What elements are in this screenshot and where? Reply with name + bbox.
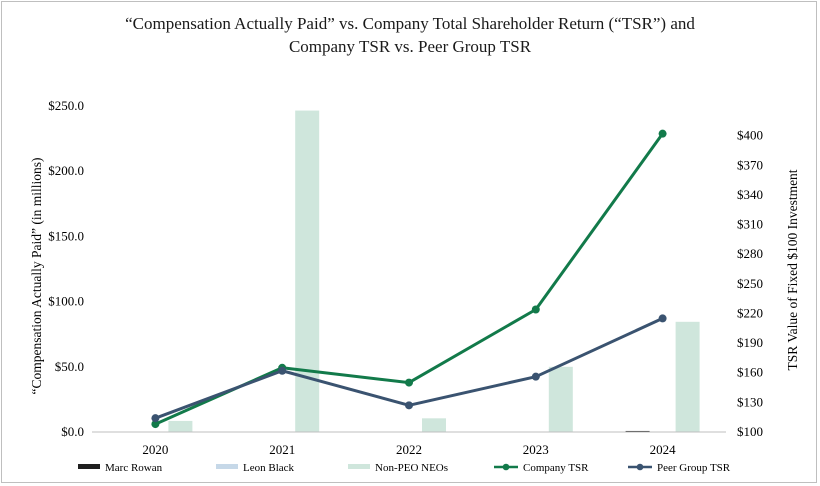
- peer-group-tsr-point: [405, 401, 413, 410]
- y-right-tick-label: $220: [737, 305, 763, 320]
- x-tick-label: 2022: [396, 442, 422, 457]
- legend-label-leon-black: Leon Black: [243, 462, 295, 474]
- y-right-tick-label: $190: [737, 335, 763, 350]
- y-left-tick-label: $200.0: [48, 163, 84, 178]
- y-right-tick-label: $100: [737, 424, 763, 439]
- y-left-tick-label: $100.0: [48, 294, 84, 309]
- peer-group-tsr-point: [658, 314, 667, 323]
- peer-group-tsr-point: [531, 372, 540, 381]
- y-left-tick-label: $250.0: [48, 98, 84, 113]
- bar-non-peo-neos: [295, 110, 320, 433]
- bar-non-peo-neos: [168, 420, 193, 432]
- chart-title-line-2: Company TSR vs. Peer Group TSR: [288, 37, 532, 56]
- bar-marc-rowan: [625, 430, 650, 432]
- legend-label-non-peo-neos: Non-PEO NEOs: [375, 462, 448, 474]
- legend-label-company-tsr: Company TSR: [523, 462, 589, 474]
- x-tick-label: 2021: [269, 442, 295, 457]
- y-axis-right-label: TSR Value of Fixed $100 Investment: [785, 169, 800, 370]
- x-tick-label: 2023: [523, 442, 549, 457]
- y-right-tick-label: $130: [737, 394, 763, 409]
- legend-marker-peer-group-tsr: [636, 463, 644, 471]
- y-right-tick-label: $340: [737, 187, 763, 202]
- y-right-tick-label: $310: [737, 217, 763, 232]
- peer-group-tsr-point: [278, 366, 287, 375]
- company-tsr-point: [151, 420, 160, 429]
- y-right-tick-label: $370: [737, 157, 763, 172]
- y-left-tick-label: $0.0: [61, 424, 84, 439]
- legend-label-peer-group-tsr: Peer Group TSR: [657, 462, 731, 474]
- tick-labels: $0.0 $50.0 $100.0 $150.0 $200.0 $250.0 $100 $13…: [48, 98, 763, 457]
- y-right-tick-label: $250: [737, 276, 763, 291]
- legend-label-marc-rowan: Marc Rowan: [105, 462, 163, 474]
- legend-marker-company-tsr: [502, 463, 510, 471]
- peer-group-tsr-point: [151, 414, 160, 423]
- bar-non-peo-neos: [675, 321, 700, 432]
- y-right-tick-label: $160: [737, 365, 763, 380]
- y-left-tick-label: $150.0: [48, 228, 84, 243]
- y-left-tick-label: $50.0: [55, 359, 84, 374]
- bar-non-peo-neos: [548, 366, 573, 432]
- x-tick-label: 2024: [650, 442, 677, 457]
- legend: Marc Rowan Leon Black Non-PEO NEOs Company …: [78, 462, 731, 474]
- chart-title-line-1: “Compensation Actually Paid” vs. Company…: [125, 14, 695, 33]
- series-lines: [151, 129, 667, 429]
- x-tick-label: 2020: [142, 442, 168, 457]
- legend-swatch-leon-black: [216, 464, 238, 469]
- company-tsr-point: [405, 378, 413, 387]
- legend-swatch-marc-rowan: [78, 464, 100, 469]
- y-axis-left-label: “Compensation Actually Paid” (in million…: [29, 158, 44, 395]
- bar-non-peo-neos: [422, 418, 446, 432]
- y-right-tick-label: $280: [737, 246, 763, 261]
- y-right-tick-label: $400: [737, 128, 763, 143]
- chart-title: “Compensation Actually Paid” vs. Company…: [0, 12, 820, 58]
- legend-swatch-non-peo-neos: [348, 464, 370, 469]
- company-tsr-point: [531, 305, 540, 314]
- company-tsr-point: [658, 129, 667, 138]
